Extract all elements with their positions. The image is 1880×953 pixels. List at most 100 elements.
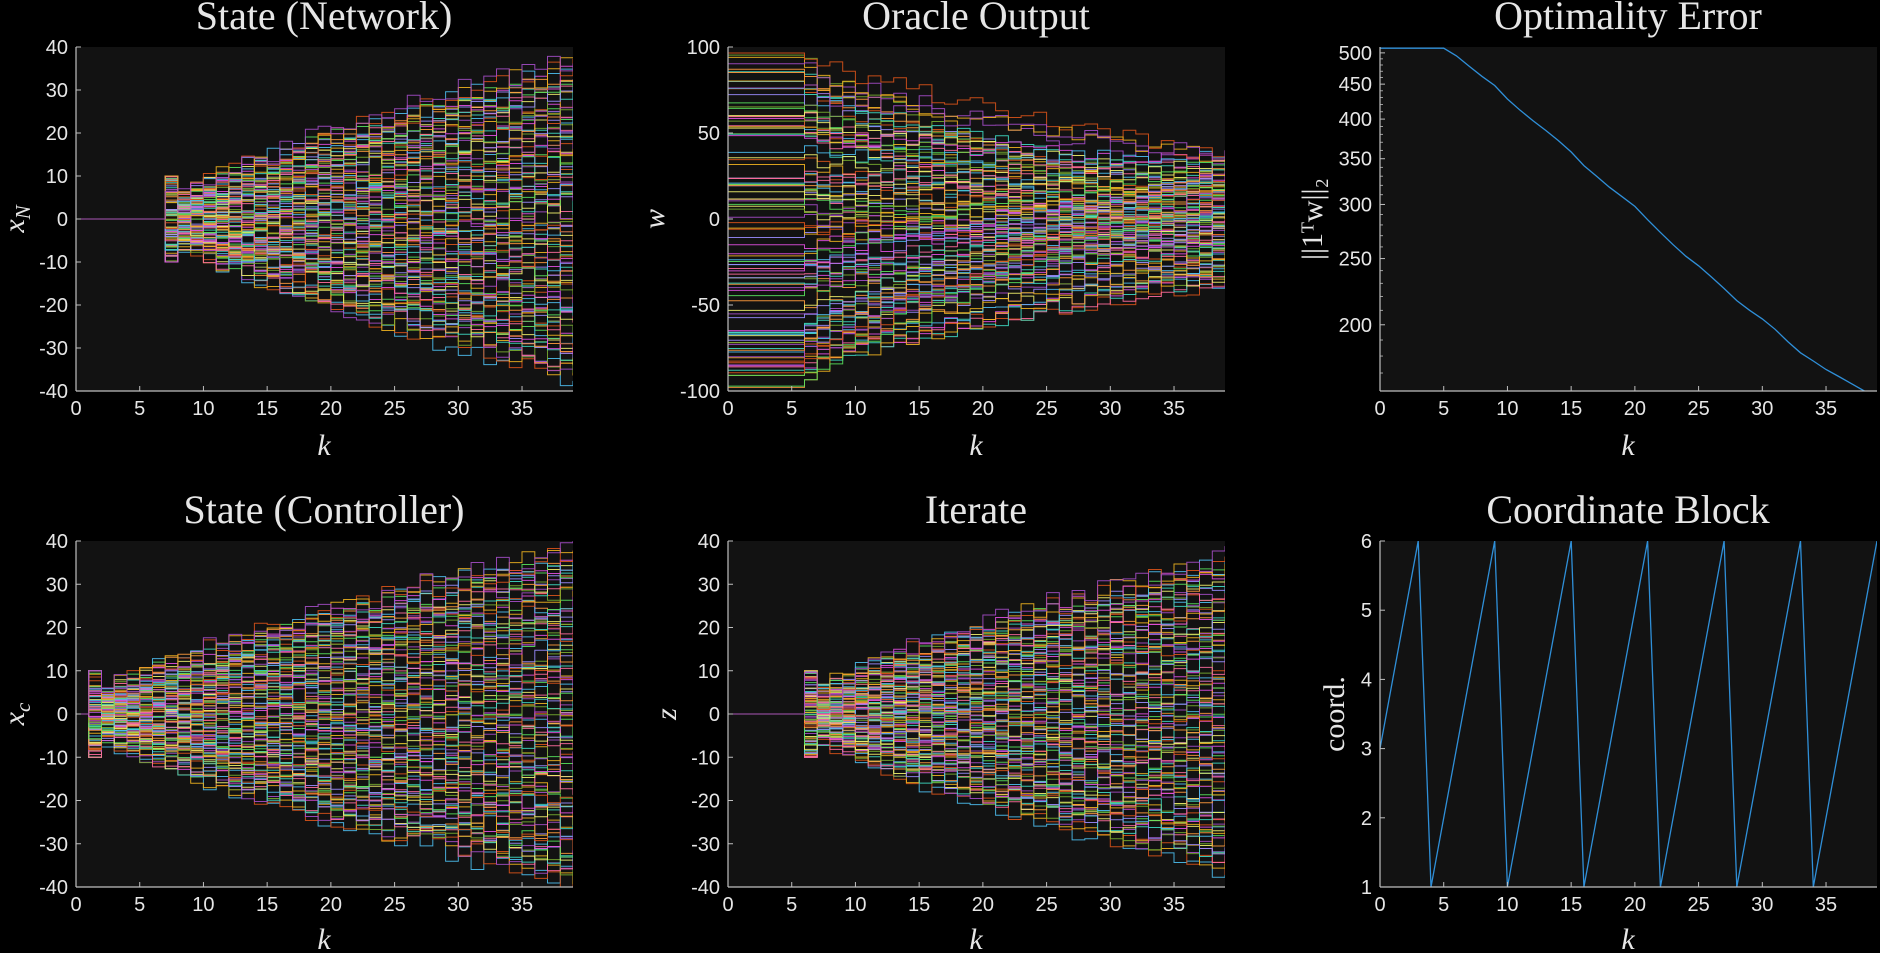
panel-oracle-output: 0 5 10 15 20 25 30 35 -100 -50 0 50 100 Oracle Outpu… xyxy=(638,0,1225,462)
series-line xyxy=(728,546,1225,715)
panel-optimality-error: 0 5 10 15 20 25 30 35 200 250 300 350 400 450 500 Opti… xyxy=(1296,0,1877,462)
axes: 0 5 10 15 20 25 30 35 -40 -30 -20 -10 0 10 20 30 40 xyxy=(39,37,573,420)
x-tick-label: 35 xyxy=(1163,894,1185,916)
y-tick-label: 200 xyxy=(1339,315,1372,337)
y-tick-label: -30 xyxy=(39,338,68,360)
y-tick-label: 10 xyxy=(46,166,68,188)
y-tick-label: 4 xyxy=(1361,669,1372,691)
x-tick-label: 30 xyxy=(1099,398,1121,420)
x-tick-label: 35 xyxy=(511,398,533,420)
x-axis-label: k xyxy=(969,429,983,462)
panel-title: Iterate xyxy=(925,487,1027,532)
x-axis-label: k xyxy=(317,923,331,953)
y-tick-label: -20 xyxy=(691,791,720,813)
series-line xyxy=(728,183,1225,376)
y-tick-label: 40 xyxy=(46,531,68,553)
y-tick-label: 1 xyxy=(1361,877,1372,899)
y-tick-label: -10 xyxy=(39,252,68,274)
y-tick-label: 40 xyxy=(46,37,68,59)
y-axis-label: z xyxy=(650,708,683,721)
y-tick-label: -100 xyxy=(680,381,720,403)
series-line xyxy=(728,145,1225,167)
y-tick-label: -40 xyxy=(39,877,68,899)
x-tick-label: 20 xyxy=(1624,894,1646,916)
panel-title: State (Network) xyxy=(196,0,453,38)
x-tick-label: 10 xyxy=(1496,894,1518,916)
x-tick-label: 20 xyxy=(1624,398,1646,420)
x-tick-label: 35 xyxy=(1815,894,1837,916)
y-tick-label: 0 xyxy=(709,209,720,231)
x-tick-label: 10 xyxy=(192,398,214,420)
x-tick-label: 25 xyxy=(1035,894,1057,916)
x-tick-label: 30 xyxy=(1099,894,1121,916)
x-tick-label: 5 xyxy=(1438,894,1449,916)
plot-area xyxy=(728,52,1225,388)
series-line xyxy=(76,541,573,715)
x-axis-label: k xyxy=(1621,923,1635,953)
panel-state-network: 0 5 10 15 20 25 30 35 -40 -30 -20 -10 0 10 20 30 40 Stat… xyxy=(0,0,573,462)
y-tick-label: 20 xyxy=(46,123,68,145)
x-tick-label: 30 xyxy=(447,894,469,916)
y-axis-label-group: w xyxy=(638,209,671,229)
x-tick-label: 25 xyxy=(1687,894,1709,916)
x-tick-label: 25 xyxy=(383,894,405,916)
axes: 0 5 10 15 20 25 30 35 -100 -50 0 50 100 xyxy=(680,37,1225,420)
x-tick-label: 15 xyxy=(1560,398,1582,420)
panel-state-controller: 0 5 10 15 20 25 30 35 -40 -30 -20 -10 0 10 20 30 40 Stat… xyxy=(0,487,573,953)
x-tick-label: 10 xyxy=(192,894,214,916)
y-tick-label: 6 xyxy=(1361,531,1372,553)
y-tick-label: 30 xyxy=(46,80,68,102)
y-axis-label: coord. xyxy=(1318,676,1351,752)
y-axis-label: xN xyxy=(0,204,35,233)
series-line xyxy=(1380,47,1866,391)
x-tick-label: 0 xyxy=(722,894,733,916)
plot-area xyxy=(728,546,1225,878)
y-tick-label: -20 xyxy=(39,295,68,317)
axes: 0 5 10 15 20 25 30 35 -40 -30 -20 -10 0 10 20 30 40 xyxy=(39,531,573,916)
axes: 0 5 10 15 20 25 30 35 1 2 3 4 5 6 xyxy=(1361,531,1877,916)
panel-title: Optimality Error xyxy=(1494,0,1762,38)
x-tick-label: 0 xyxy=(1374,894,1385,916)
x-tick-label: 5 xyxy=(786,894,797,916)
x-axis-label: k xyxy=(317,429,331,462)
x-tick-label: 15 xyxy=(256,894,278,916)
y-tick-label: 20 xyxy=(698,618,720,640)
plot-area xyxy=(76,541,573,887)
x-tick-label: 20 xyxy=(320,398,342,420)
axes: 0 5 10 15 20 25 30 35 200 250 300 350 400 450 500 xyxy=(1339,43,1877,420)
y-tick-label: 450 xyxy=(1339,74,1372,96)
x-tick-label: 0 xyxy=(70,894,81,916)
y-axis-label: xc xyxy=(0,702,35,726)
y-tick-label: 500 xyxy=(1339,43,1372,65)
x-tick-label: 5 xyxy=(1438,398,1449,420)
panel-iterate: 0 5 10 15 20 25 30 35 -40 -30 -20 -10 0 10 20 30 40 Iter… xyxy=(650,487,1225,953)
plot-area xyxy=(1380,541,1877,887)
series-line xyxy=(728,168,1225,351)
series-line xyxy=(76,586,573,715)
y-tick-label: 100 xyxy=(687,37,720,59)
x-axis-label: k xyxy=(1621,429,1635,462)
y-tick-label: 400 xyxy=(1339,109,1372,131)
y-tick-label: 250 xyxy=(1339,249,1372,271)
y-tick-label: -50 xyxy=(691,295,720,317)
x-axis-label: k xyxy=(969,923,983,953)
series-line xyxy=(1380,541,1877,887)
y-tick-label: 20 xyxy=(46,618,68,640)
y-tick-label: 50 xyxy=(698,123,720,145)
x-tick-label: 20 xyxy=(972,398,994,420)
panel-title: State (Controller) xyxy=(183,487,464,532)
x-tick-label: 15 xyxy=(1560,894,1582,916)
x-tick-label: 5 xyxy=(134,894,145,916)
y-tick-label: -30 xyxy=(39,834,68,856)
series-line xyxy=(76,209,573,245)
y-tick-label: 10 xyxy=(698,661,720,683)
x-tick-label: 30 xyxy=(447,398,469,420)
x-tick-label: 20 xyxy=(320,894,342,916)
x-tick-label: 10 xyxy=(1496,398,1518,420)
series-line xyxy=(76,680,573,728)
y-axis-label: ||1ᵀw||₂ xyxy=(1296,178,1329,260)
x-tick-label: 15 xyxy=(256,398,278,420)
plot-area xyxy=(76,55,573,387)
